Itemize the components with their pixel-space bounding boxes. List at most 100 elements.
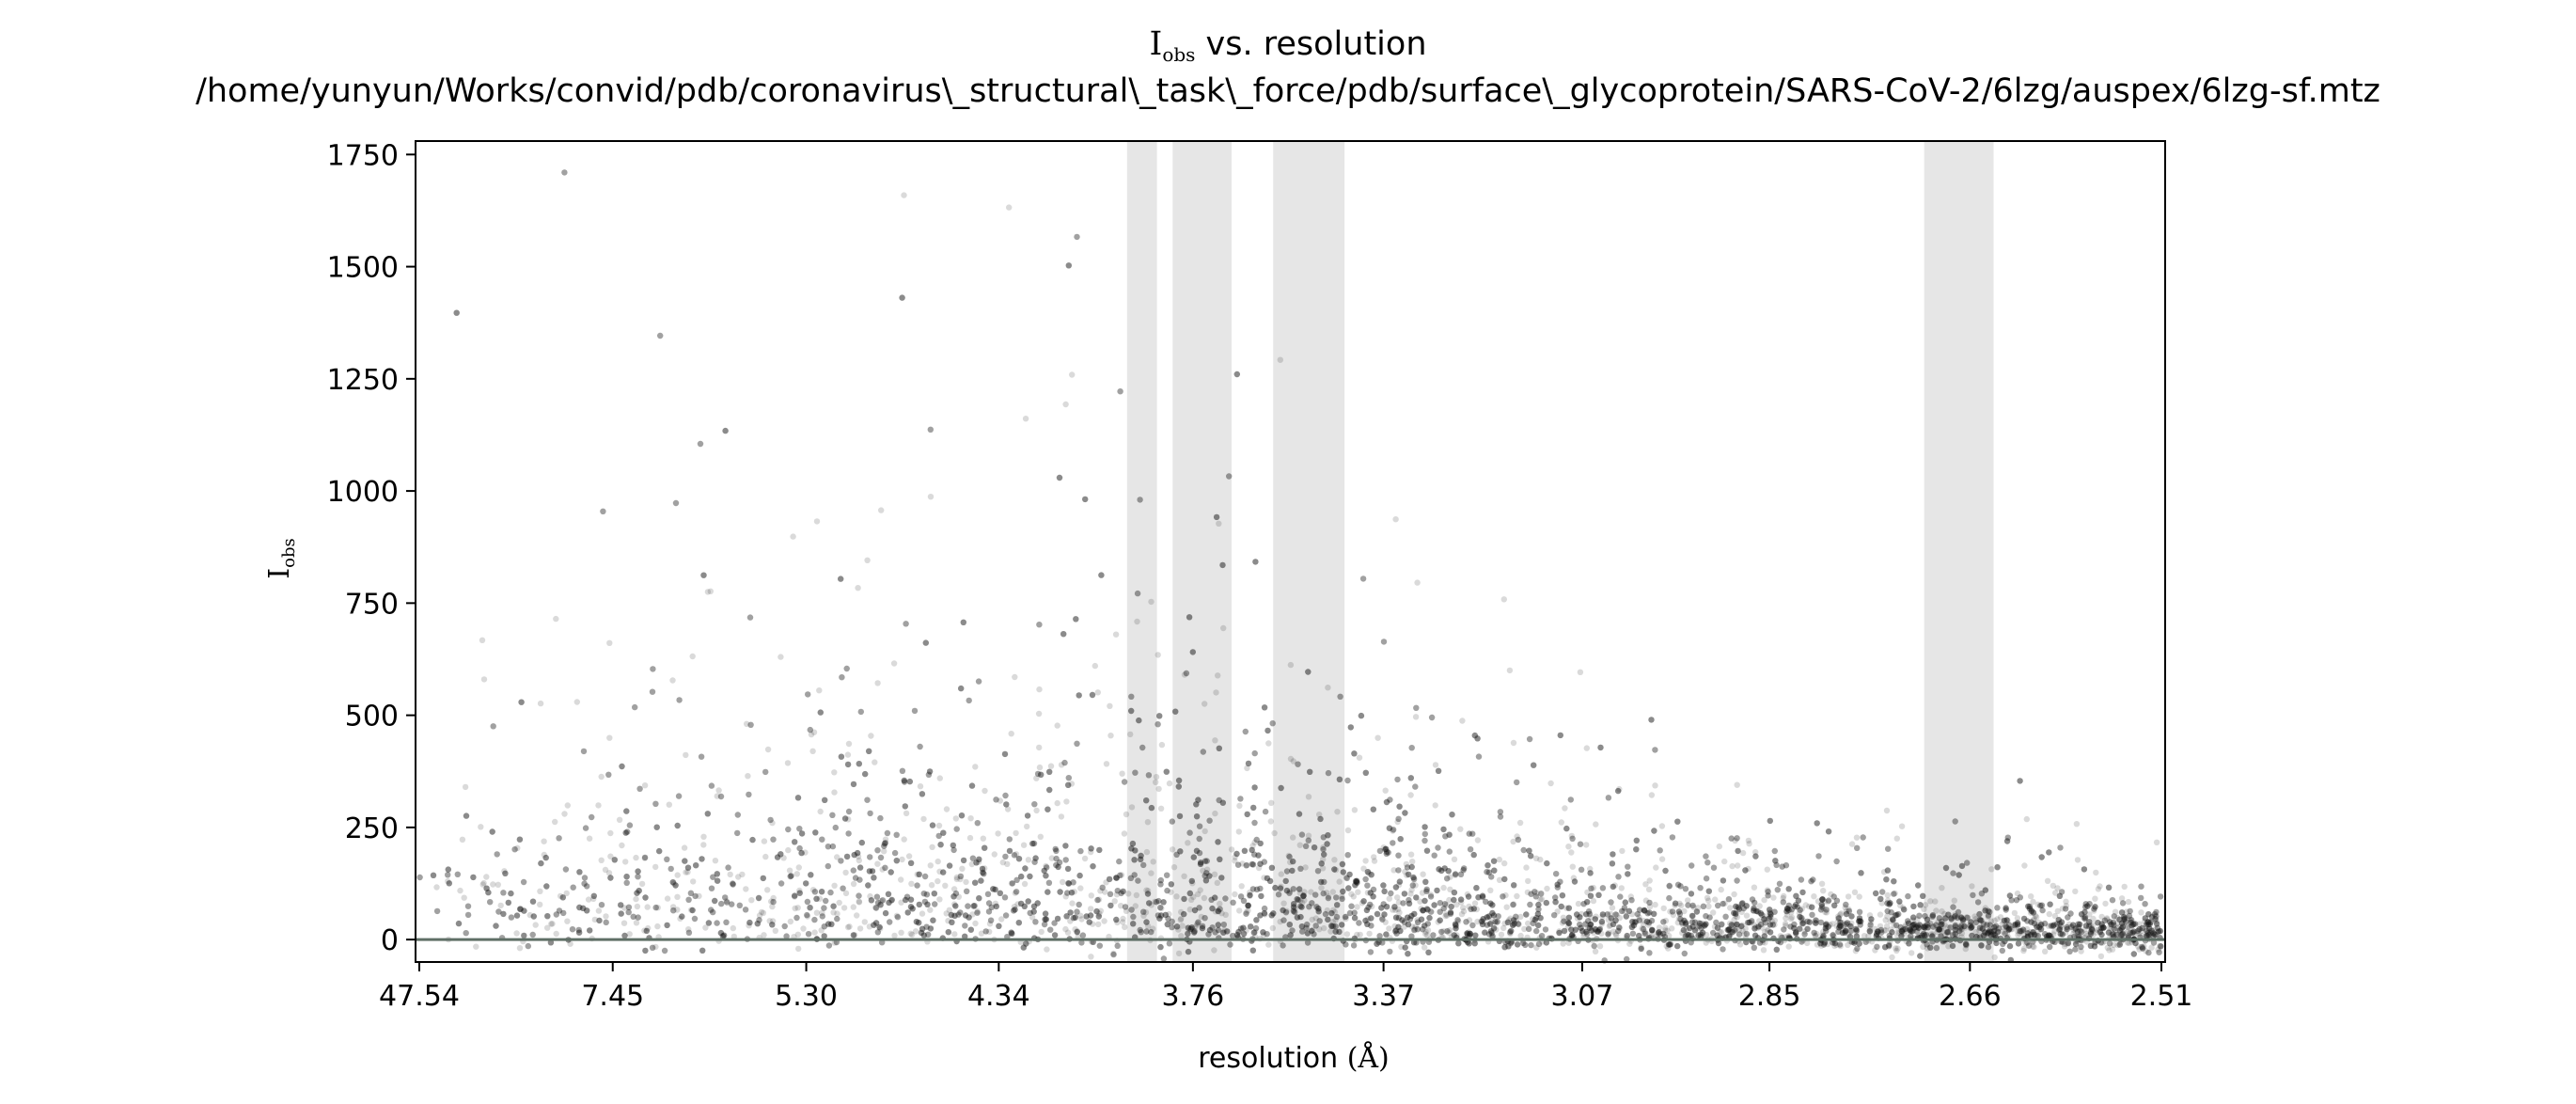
data-point — [1089, 921, 1096, 927]
data-point — [1244, 811, 1250, 818]
data-point — [541, 851, 547, 859]
data-point — [1971, 913, 1978, 920]
data-point — [739, 871, 746, 878]
data-point — [598, 773, 605, 781]
data-point — [2136, 926, 2143, 933]
data-point — [1853, 834, 1861, 841]
data-point — [1532, 855, 1540, 861]
data-point — [1535, 901, 1542, 908]
data-point — [1308, 889, 1314, 895]
data-point — [1819, 932, 1826, 938]
data-point — [1122, 923, 1128, 931]
data-point — [1882, 917, 1889, 923]
data-point — [1534, 910, 1542, 917]
data-point — [1952, 926, 1959, 934]
title-subscript: obs — [1162, 43, 1195, 66]
data-point — [1521, 925, 1528, 933]
data-point — [1029, 840, 1036, 847]
data-point — [1158, 905, 1165, 912]
data-point — [778, 654, 784, 660]
data-point — [1978, 942, 1985, 949]
data-point — [1910, 921, 1918, 928]
data-point — [1893, 835, 1901, 842]
data-point — [1686, 932, 1692, 938]
data-point — [2125, 898, 2132, 906]
data-point — [1821, 898, 1829, 905]
data-point — [798, 830, 806, 837]
data-point — [1771, 922, 1778, 928]
data-point — [1054, 722, 1060, 729]
data-point — [1523, 911, 1530, 918]
data-point — [792, 892, 798, 899]
data-point — [1299, 900, 1306, 907]
data-point — [1442, 912, 1449, 920]
data-point — [1278, 784, 1284, 792]
data-point — [1405, 921, 1412, 928]
data-point — [2146, 925, 2153, 932]
data-point — [537, 901, 543, 908]
data-point — [2003, 838, 2011, 844]
data-point — [595, 802, 602, 809]
data-point — [844, 923, 852, 931]
data-point — [1510, 739, 1517, 747]
data-point — [2134, 930, 2141, 937]
data-point — [1394, 894, 1401, 901]
data-point — [1575, 900, 1582, 907]
data-point — [1814, 930, 1820, 938]
data-point — [1271, 829, 1278, 837]
data-point — [1270, 910, 1277, 917]
data-point — [978, 930, 985, 937]
data-point — [1257, 860, 1264, 867]
data-point — [2128, 923, 2135, 929]
data-point — [621, 905, 628, 911]
data-point — [1268, 864, 1276, 871]
data-point — [1406, 871, 1412, 878]
data-point — [611, 857, 618, 863]
data-point — [1058, 762, 1065, 768]
data-point — [852, 932, 858, 938]
data-point — [1643, 918, 1651, 925]
data-point — [846, 923, 853, 930]
data-point — [778, 851, 784, 858]
data-point — [1491, 867, 1498, 874]
data-point — [2051, 928, 2058, 935]
data-point — [2121, 920, 2128, 927]
data-point — [1951, 897, 1957, 904]
data-point — [1940, 927, 1946, 934]
data-point — [1746, 919, 1752, 926]
data-point — [1422, 944, 1428, 951]
data-point — [479, 881, 486, 888]
data-point — [1027, 873, 1033, 880]
data-point — [607, 853, 614, 860]
data-point — [851, 851, 857, 859]
data-point — [2023, 925, 2031, 933]
data-point — [1610, 851, 1616, 858]
data-point — [930, 917, 936, 923]
data-point — [902, 803, 908, 810]
data-point — [1106, 875, 1113, 883]
data-point — [1679, 929, 1686, 937]
data-point — [1481, 929, 1488, 937]
data-point — [1396, 878, 1404, 885]
data-point — [1479, 921, 1486, 928]
data-point — [967, 926, 975, 933]
data-point — [1195, 891, 1202, 898]
data-point — [1583, 745, 1591, 751]
data-point — [1301, 897, 1308, 904]
data-point — [623, 808, 630, 814]
data-point — [1296, 811, 1303, 817]
data-point — [2037, 922, 2045, 928]
data-point — [761, 838, 768, 844]
data-point — [1900, 931, 1908, 938]
data-point — [1371, 854, 1377, 860]
data-point — [1036, 686, 1043, 693]
data-point — [980, 835, 987, 842]
data-point — [2024, 930, 2031, 937]
data-point — [2142, 915, 2148, 922]
data-point — [1666, 883, 1673, 890]
data-point — [1466, 940, 1472, 947]
data-point — [1841, 922, 1847, 928]
data-point — [1025, 857, 1032, 863]
data-point — [1831, 942, 1838, 950]
data-point — [1846, 906, 1852, 913]
